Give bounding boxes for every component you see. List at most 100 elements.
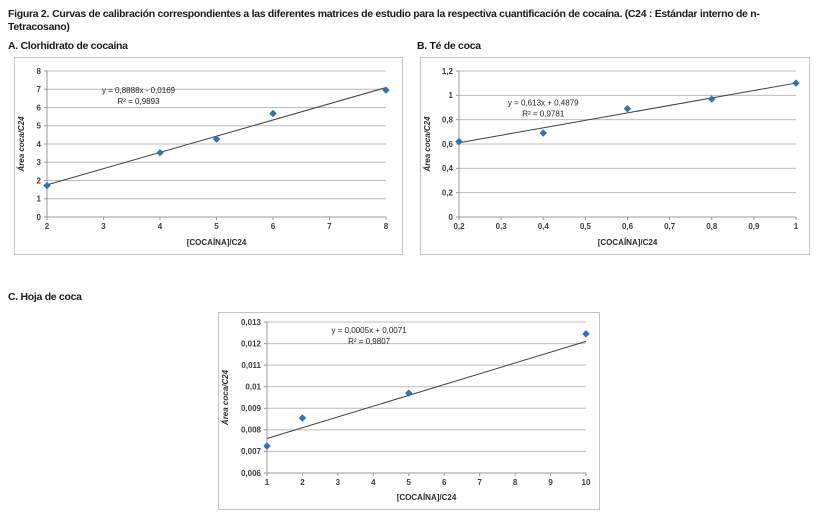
svg-text:7: 7: [37, 85, 42, 94]
svg-text:0: 0: [37, 213, 42, 222]
svg-text:y = 0,0005x + 0,0071: y = 0,0005x + 0,0071: [331, 326, 407, 335]
chart-panel-a: 0 1 2 3 4 5 6 7 8 2 3 4 5 6 7 8 [COCAÍNA]/C24 Área coca/C…: [14, 57, 403, 255]
svg-text:0,3: 0,3: [496, 222, 508, 231]
data-point-A-4: [382, 86, 390, 94]
svg-text:0,2: 0,2: [453, 222, 465, 231]
data-point-B-3: [707, 95, 716, 103]
svg-text:1,2: 1,2: [442, 67, 454, 76]
chart-canvas-c: 0,006 0,007 0,008 0,009 0,01 0,011 0,012 0,013 1…: [221, 318, 591, 502]
equation-annotation-A: y = 0,8888x - 0,0169 R² = 0,9893: [102, 86, 176, 106]
svg-text:R² = 0,9893: R² = 0,9893: [118, 97, 161, 106]
svg-text:Área coca/C24: Área coca/C24: [17, 116, 26, 173]
svg-text:0,6: 0,6: [442, 140, 454, 149]
svg-text:0,009: 0,009: [241, 404, 262, 413]
tick-labels-C: 0,006 0,007 0,008 0,009 0,01 0,011 0,012 0,013 1…: [241, 318, 591, 487]
equation-annotation-C: y = 0,0005x + 0,0071 R² = 0,9807: [331, 326, 407, 346]
svg-text:[COCAÍNA]/C24: [COCAÍNA]/C24: [187, 238, 247, 247]
svg-text:[COCAÍNA]/C24: [COCAÍNA]/C24: [598, 238, 658, 247]
data-points-A: [43, 86, 390, 190]
svg-text:5: 5: [214, 222, 219, 231]
svg-text:4: 4: [371, 478, 376, 487]
data-point-B-0: [455, 137, 463, 146]
data-point-C-2: [405, 389, 413, 397]
svg-text:1: 1: [449, 91, 454, 100]
svg-text:1: 1: [265, 478, 270, 487]
svg-text:1: 1: [794, 222, 799, 231]
data-point-C-1: [298, 414, 307, 422]
data-point-B-4: [792, 79, 800, 87]
svg-text:0,8: 0,8: [442, 115, 454, 124]
svg-text:[COCAÍNA]/C24: [COCAÍNA]/C24: [397, 493, 457, 502]
gridlines-B: [459, 70, 796, 194]
svg-text:0: 0: [449, 213, 454, 222]
svg-text:0,9: 0,9: [748, 222, 760, 231]
gridlines-C: [267, 321, 586, 452]
svg-text:0,5: 0,5: [580, 222, 592, 231]
svg-text:Área coca/C24: Área coca/C24: [221, 369, 230, 426]
svg-text:y = 0,8888x - 0,0169: y = 0,8888x - 0,0169: [102, 86, 176, 95]
axis-titles-C: [COCAÍNA]/C24 Área coca/C24: [221, 369, 457, 502]
panel-title-c: C. Hoja de coca: [8, 291, 82, 303]
svg-text:0,008: 0,008: [241, 426, 262, 435]
equation-annotation-B: y = 0,613x + 0,4879 R² = 0,9781: [508, 98, 579, 118]
data-points-B: [455, 79, 800, 146]
gridlines-A: [47, 70, 386, 200]
data-point-A-0: [43, 181, 51, 190]
axis-titles-B: [COCAÍNA]/C24 Área coca/C24: [423, 116, 658, 247]
svg-text:2: 2: [45, 222, 50, 231]
svg-text:0,4: 0,4: [538, 222, 550, 231]
svg-text:7: 7: [477, 478, 482, 487]
data-point-C-3: [582, 330, 590, 338]
svg-text:0,7: 0,7: [664, 222, 676, 231]
svg-text:R² = 0,9807: R² = 0,9807: [348, 337, 391, 346]
svg-text:8: 8: [513, 478, 518, 487]
svg-text:0,01: 0,01: [245, 383, 261, 392]
svg-text:0,012: 0,012: [241, 339, 262, 348]
chart-canvas-b: 00,20,40,60,811,20,2 0,3 0,4 0,5 0,6 0,7 0,8 0,…: [423, 67, 800, 247]
figure-caption-text: Curvas de calibración correspondientes a…: [8, 8, 760, 33]
chart-canvas-a: 0 1 2 3 4 5 6 7 8 2 3 4 5 6 7 8 [COCAÍNA]/C24 Área coca/C…: [17, 67, 390, 247]
svg-text:6: 6: [442, 478, 447, 487]
svg-text:R² = 0,9781: R² = 0,9781: [522, 109, 565, 118]
svg-text:0,007: 0,007: [241, 447, 262, 456]
data-point-B-1: [539, 129, 548, 137]
axes-C: [264, 321, 587, 476]
svg-text:0,8: 0,8: [706, 222, 718, 231]
svg-text:0,6: 0,6: [622, 222, 634, 231]
svg-text:4: 4: [37, 140, 42, 149]
svg-text:6: 6: [37, 103, 42, 112]
svg-text:5: 5: [407, 478, 412, 487]
data-points-C: [263, 330, 590, 450]
svg-text:8: 8: [384, 222, 389, 231]
svg-text:0,013: 0,013: [241, 318, 262, 327]
svg-text:2: 2: [37, 176, 42, 185]
svg-text:3: 3: [37, 158, 42, 167]
svg-text:7: 7: [327, 222, 332, 231]
trendline-C: [266, 340, 587, 439]
svg-text:9: 9: [548, 478, 553, 487]
svg-text:5: 5: [37, 122, 42, 131]
tick-labels-A: 0 1 2 3 4 5 6 7 8 2 3 4 5 6 7 8: [37, 67, 389, 231]
svg-text:3: 3: [101, 222, 106, 231]
tick-labels-B: 00,20,40,60,811,20,2 0,3 0,4 0,5 0,6 0,7 0,8 0,…: [442, 67, 799, 231]
data-point-A-2: [212, 135, 221, 143]
svg-text:6: 6: [271, 222, 276, 231]
data-point-A-1: [156, 149, 164, 157]
svg-text:0,4: 0,4: [442, 164, 454, 173]
chart-panel-c: 0,006 0,007 0,008 0,009 0,01 0,011 0,012 0,013 1…: [218, 312, 600, 510]
trendline-B: [458, 82, 797, 144]
data-point-B-2: [623, 104, 632, 113]
svg-text:1: 1: [37, 195, 42, 204]
axes-B: [456, 70, 797, 220]
svg-text:Área coca/C24: Área coca/C24: [423, 116, 432, 173]
svg-text:4: 4: [158, 222, 163, 231]
figure-caption: Figura 2. Curvas de calibración correspon…: [8, 8, 812, 34]
svg-text:8: 8: [37, 67, 42, 76]
axis-titles-A: [COCAÍNA]/C24 Área coca/C24: [17, 116, 247, 247]
svg-text:y = 0,613x + 0,4879: y = 0,613x + 0,4879: [508, 98, 579, 107]
figure-label: Figura 2.: [8, 8, 50, 20]
svg-text:0,006: 0,006: [241, 469, 262, 478]
panel-title-a: A. Clorhidrato de cocaína: [8, 40, 128, 52]
data-point-A-3: [269, 109, 277, 118]
data-point-C-0: [263, 442, 271, 450]
